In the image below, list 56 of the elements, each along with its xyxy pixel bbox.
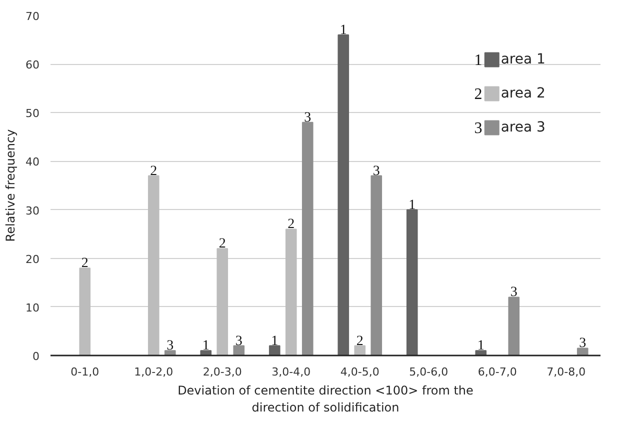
annotation: 1 xyxy=(202,338,210,354)
bar xyxy=(285,228,297,356)
bar xyxy=(233,345,245,356)
bar xyxy=(268,345,280,356)
y-tick-label: 50 xyxy=(26,107,40,120)
x-tick-label: 0-1,0 xyxy=(70,366,100,378)
x-tick-label: 5,0-6,0 xyxy=(409,366,448,378)
x-tick-label: 6,0-7,0 xyxy=(478,366,517,378)
text: 3 xyxy=(579,336,586,352)
text: 3 xyxy=(235,334,242,349)
x-tick-label: 2,0-3,0 xyxy=(202,366,242,378)
text: 2 xyxy=(150,164,158,179)
annotation: 3 xyxy=(166,338,174,354)
y-tick-label: 20 xyxy=(26,252,40,266)
x-tick-label: 3,0-4,0 xyxy=(272,366,311,378)
text: 1 xyxy=(340,22,347,38)
text: 3 xyxy=(510,285,518,300)
bar xyxy=(148,175,160,356)
annotation: 2 xyxy=(81,256,88,272)
bar xyxy=(216,248,228,356)
text: 1 xyxy=(271,334,278,349)
y-tick-label: 40 xyxy=(26,156,40,169)
bar xyxy=(576,348,588,356)
text: 1 xyxy=(474,52,482,70)
bar xyxy=(370,175,382,356)
y-axis-title: Relative frequency xyxy=(4,129,18,242)
text: 2 xyxy=(218,236,226,252)
bar xyxy=(79,268,91,356)
text: 2 xyxy=(356,334,364,349)
legend-label: area 1 xyxy=(500,52,546,68)
x-tick-label: 7,0-8,0 xyxy=(546,366,586,378)
text: 3 xyxy=(372,164,380,179)
y-tick-label: 0 xyxy=(32,350,40,363)
bar xyxy=(406,209,418,356)
y-tick-label: 60 xyxy=(26,58,40,72)
bar xyxy=(200,350,212,356)
bar xyxy=(164,350,176,356)
text: 1 xyxy=(408,198,416,213)
y-tick-label: 30 xyxy=(26,204,40,218)
bar xyxy=(354,345,366,356)
text: 3 xyxy=(304,110,312,126)
legend-label: area 3 xyxy=(500,120,546,136)
bar xyxy=(302,122,314,356)
text: 3 xyxy=(474,120,482,138)
text: 1 xyxy=(477,338,484,354)
y-tick-label: 10 xyxy=(26,301,40,314)
legend-label: area 2 xyxy=(500,86,546,102)
bar xyxy=(475,350,487,356)
x-tick-label: 4,0-5,0 xyxy=(340,366,380,378)
y-tick-label: 70 xyxy=(26,10,40,23)
bar xyxy=(508,296,520,356)
x-tick-label: 1,0-2,0 xyxy=(134,366,174,378)
x-axis-title: Deviation of cementite direction <100> from the direction of solidification xyxy=(178,384,474,414)
text: 2 xyxy=(474,86,482,104)
text: 2 xyxy=(288,217,295,232)
bar xyxy=(338,34,350,356)
